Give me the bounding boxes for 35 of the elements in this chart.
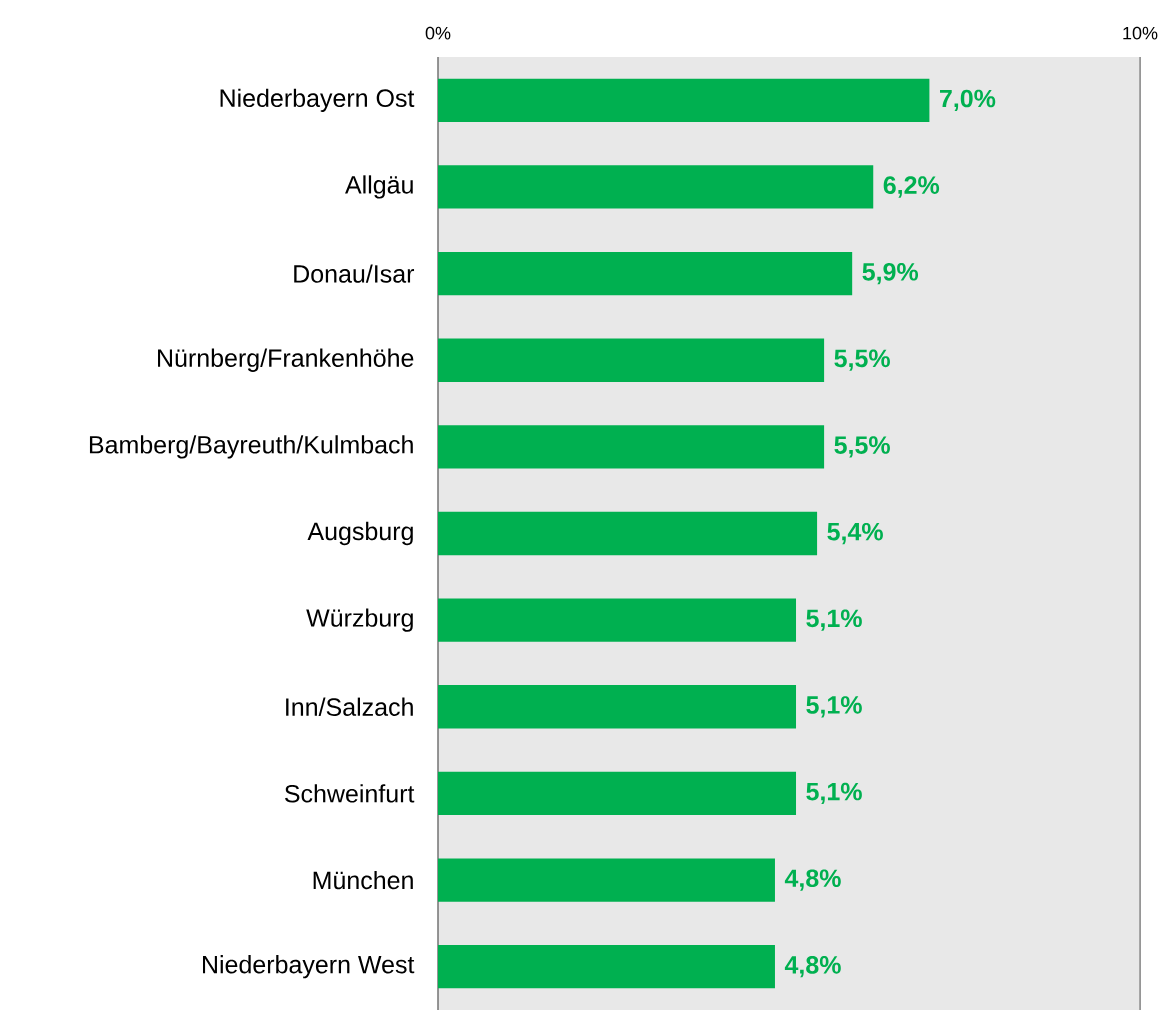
data-label: 5,9% — [862, 263, 919, 285]
data-label: 4,8% — [784, 869, 841, 891]
data-label: 5,1% — [806, 782, 862, 805]
data-label: 7,0% — [940, 89, 996, 112]
y-tick-label: Donau/Isar — [294, 264, 415, 283]
y-tick-label: Augsburg — [307, 521, 413, 546]
bar — [438, 78, 930, 123]
y-tick-label: Niederbayern Ost — [220, 88, 415, 113]
y-tick-label: Schweinfurt — [284, 784, 415, 803]
data-label: 4,8% — [784, 956, 841, 978]
data-label: 5,4% — [827, 523, 883, 545]
x-tick-label: 0% — [425, 26, 451, 40]
y-tick-label: Allgäu — [345, 175, 413, 199]
data-label: 6,2% — [883, 176, 940, 198]
bar — [438, 685, 797, 729]
bar — [438, 945, 775, 989]
y-tick-label: Nürnberg/Frankenhöhe — [158, 348, 414, 373]
bar — [438, 511, 818, 556]
bar — [438, 425, 825, 469]
y-tick-label: Niederbayern West — [203, 955, 415, 979]
y-tick-label: München — [313, 871, 413, 890]
data-label: 5,1% — [806, 609, 862, 631]
bar — [438, 771, 797, 816]
y-tick-label: Inn/Salzach — [286, 697, 413, 717]
data-label: 5,1% — [806, 696, 862, 718]
x-tick-label: 10% — [1123, 26, 1158, 40]
bar — [438, 252, 853, 296]
bar — [438, 598, 797, 642]
y-tick-label: Bamberg/Bayreuth/Kulmbach — [89, 435, 413, 459]
bar — [438, 165, 874, 209]
data-label: 5,5% — [834, 349, 890, 371]
bar — [438, 858, 775, 902]
data-label: 5,5% — [834, 436, 890, 458]
y-tick-label: Würzburg — [306, 608, 413, 632]
bar — [438, 338, 825, 383]
